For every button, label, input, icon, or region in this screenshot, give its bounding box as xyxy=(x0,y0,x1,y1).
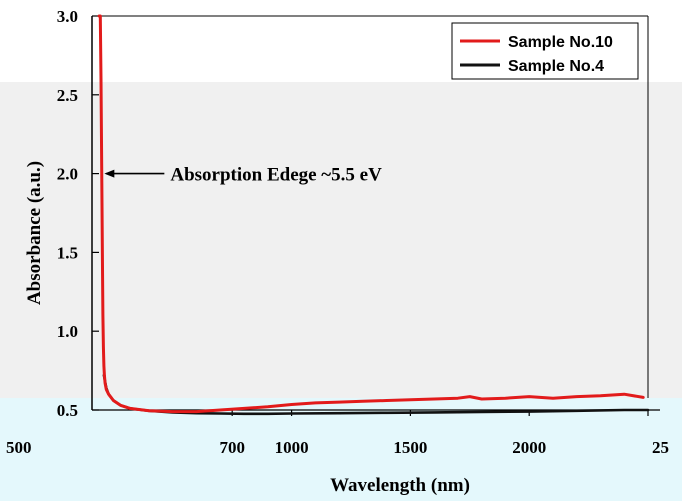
x-tick-label: 500 xyxy=(6,438,32,457)
x-tick-label: 1500 xyxy=(393,438,427,457)
legend: Sample No.10 Sample No.4 xyxy=(451,22,639,80)
legend-box xyxy=(451,22,639,80)
y-tick-label: 2.0 xyxy=(57,165,78,184)
legend-label: Sample No.4 xyxy=(508,58,604,75)
y-tick-label: 3.0 xyxy=(57,7,78,26)
x-tick-label: 700 xyxy=(219,438,245,457)
series-line-sample-no-10 xyxy=(97,14,645,414)
x-axis-title: Wavelength (nm) xyxy=(330,475,470,496)
annotation-label: Absorption Edege ~5.5 eV xyxy=(170,165,382,186)
y-tick-label: 1.5 xyxy=(57,243,78,262)
annotation-arrow-head xyxy=(104,169,115,178)
y-tick-label: 1.0 xyxy=(57,322,78,341)
legend-label: Sample No.10 xyxy=(508,34,613,51)
x-tick-label: 1000 xyxy=(275,438,309,457)
y-tick-label: 0.5 xyxy=(57,401,78,420)
y-axis-title: Absorbance (a.u.) xyxy=(24,161,45,305)
y-tick-label: 2.5 xyxy=(57,86,78,105)
plot-area-background xyxy=(0,82,682,400)
x-tick-label: 25 xyxy=(652,438,669,457)
x-tick-label: 2000 xyxy=(512,438,546,457)
bottom-band xyxy=(0,398,682,501)
